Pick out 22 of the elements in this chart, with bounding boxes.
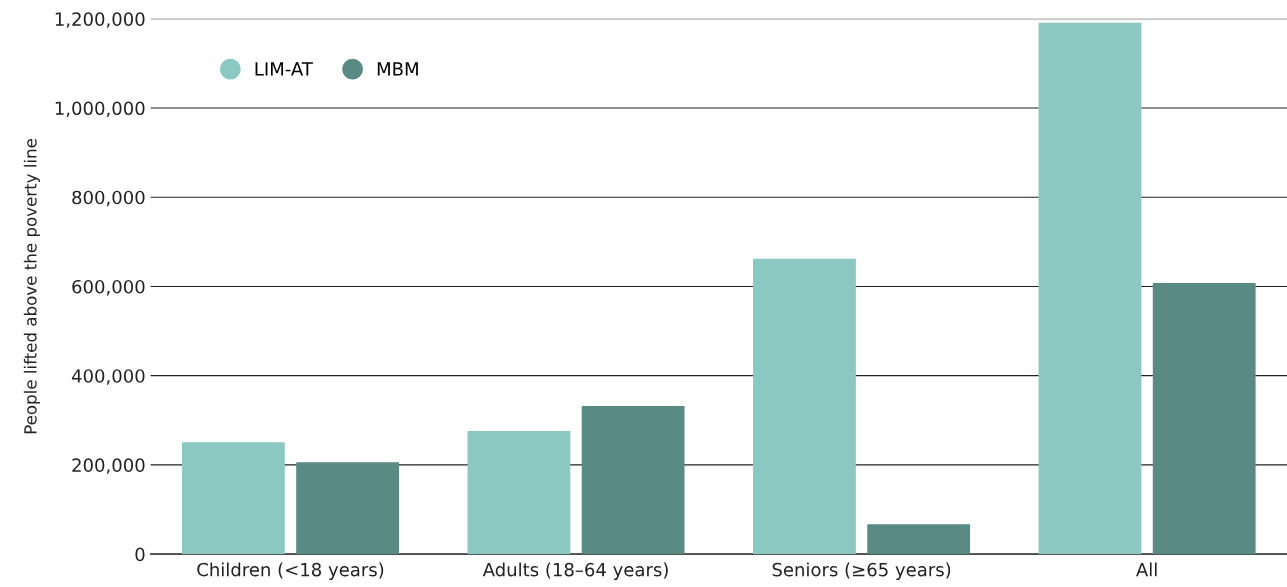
bar <box>467 431 571 555</box>
bar <box>296 462 399 555</box>
x-tick-label: Adults (18–64 years) <box>482 562 668 580</box>
legend-label: MBM <box>377 62 418 76</box>
y-tick-label: 800,000 <box>72 190 145 207</box>
bar <box>581 406 685 555</box>
bar <box>1152 282 1256 555</box>
y-tick-label: 1,200,000 <box>55 12 145 28</box>
y-tick-label: 400,000 <box>71 369 145 385</box>
y-tick-label: 200,000 <box>72 458 145 474</box>
y-axis-title: People lifted above the poverty line <box>23 138 40 434</box>
y-tick-label: 600,000 <box>72 279 145 296</box>
bar <box>181 442 285 555</box>
bar <box>1038 22 1142 555</box>
x-tick-label: Children (<18 years) <box>197 562 384 580</box>
legend-label: LIM-AT <box>255 62 313 76</box>
y-tick-label: 1,000,000 <box>55 101 145 117</box>
y-tick-label: 0 <box>135 547 145 562</box>
x-tick-label: Seniors (≥65 years) <box>772 562 951 580</box>
bar <box>753 258 856 555</box>
x-tick-label: All <box>1136 562 1157 577</box>
bar <box>867 524 971 555</box>
